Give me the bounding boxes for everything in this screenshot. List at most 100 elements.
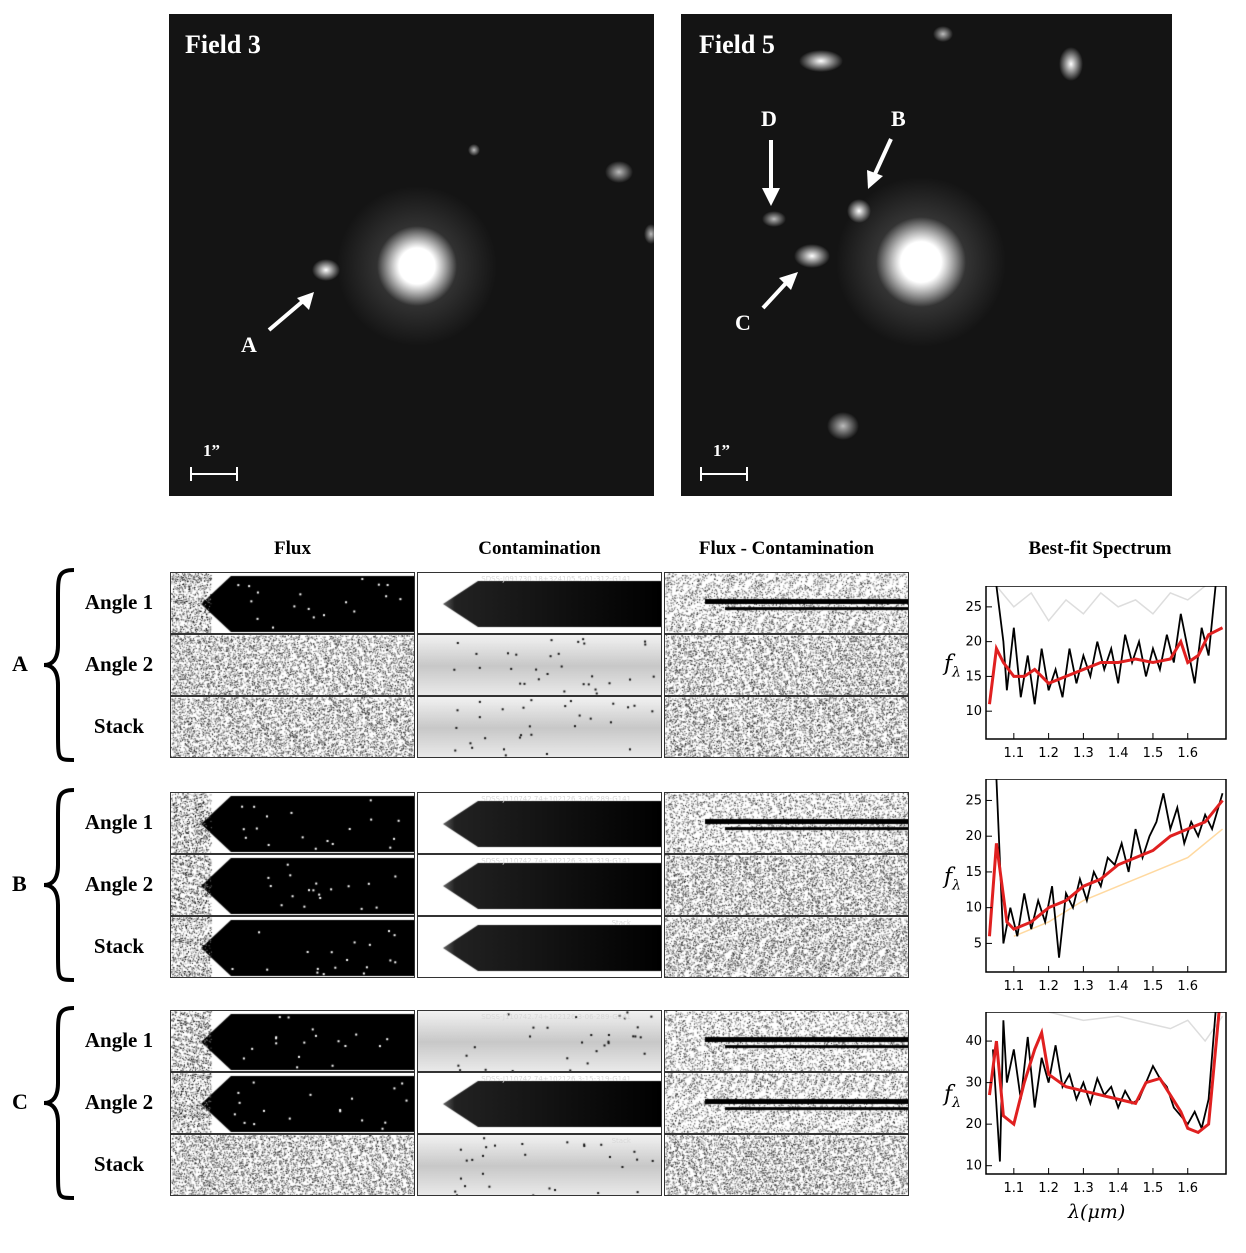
flux-strip — [170, 1010, 415, 1072]
flux-strip — [170, 916, 415, 978]
plot-frame — [985, 586, 1227, 740]
y-tick-label: 10 — [965, 1159, 982, 1174]
x-tick-label: 1.6 — [1177, 746, 1198, 761]
contamination-strip: Stack — [417, 1134, 662, 1196]
x-tick-label: 1.3 — [1073, 1181, 1094, 1196]
spectrum-plot-c: 10 20 30 40 1.1 1.2 1.3 1.4 1.5 1.6 fλ — [942, 1012, 1227, 1196]
row-label: Angle 2 — [84, 652, 154, 676]
residual-strip — [664, 1010, 909, 1072]
contamination-strip: SDSS-J091730.18+324105.5-01-312-G141 — [417, 572, 662, 634]
flux-strip — [170, 696, 415, 758]
y-axis-label: fλ — [942, 652, 961, 681]
strip-id-label: SDSS-J110742.74+102126.3-06-289-G141 — [481, 795, 631, 803]
residual-strip — [664, 1072, 909, 1134]
y-tick-label: 30 — [965, 1076, 982, 1091]
y-tick-label: 15 — [965, 669, 982, 684]
strip-id-label: SDSS-J110742.74+102126.3-15-319-G141 — [481, 1075, 631, 1083]
strip-id-label: SDSS-J110742.74+102126.3-06-289-G141 — [481, 1013, 631, 1021]
x-tick-label: 1.4 — [1108, 979, 1129, 994]
object-label-c: C — [12, 1089, 28, 1114]
series-line — [995, 779, 1224, 958]
group-brace — [43, 568, 75, 762]
y-tick-label: 40 — [965, 1034, 982, 1049]
y-tick-label: 20 — [965, 635, 982, 650]
field-3-image: Field 3 A 1” — [169, 14, 654, 496]
contamination-strip — [417, 696, 662, 758]
contamination-strip: SDSS-J110742.74+102126.3-06-289-G141 — [417, 1010, 662, 1072]
field-3-label: Field 3 — [185, 30, 261, 59]
column-header-flux-minus-contamination: Flux - Contamination — [698, 538, 875, 559]
x-tick-label: 1.6 — [1177, 1181, 1198, 1196]
x-tick-label: 1.1 — [1003, 1181, 1024, 1196]
residual-strip — [664, 854, 909, 916]
contamination-strip: SDSS-J110742.74+102126.3-15-319-G141 — [417, 1072, 662, 1134]
row-label: Stack — [93, 934, 145, 958]
row-label: Stack — [93, 714, 145, 738]
x-tick-label: 1.3 — [1073, 746, 1094, 761]
field-5-label: Field 5 — [699, 30, 775, 59]
contamination-strip: SDSS-J110742.74+102126.3-15-319-G141 — [417, 854, 662, 916]
row-label: Angle 1 — [84, 810, 154, 834]
series-line — [987, 799, 1224, 937]
x-tick-label: 1.2 — [1038, 1181, 1059, 1196]
marker-c: C — [735, 310, 751, 335]
y-tick-label: 10 — [965, 901, 982, 916]
row-label: Angle 1 — [84, 590, 154, 614]
y-tick-label: 20 — [965, 829, 982, 844]
flux-strip — [170, 792, 415, 854]
series-line — [1013, 828, 1223, 937]
row-label: Angle 1 — [84, 1028, 154, 1052]
y-axis-label: fλ — [942, 865, 961, 894]
series-line — [992, 1012, 1217, 1162]
y-tick-label: 15 — [965, 865, 982, 880]
x-tick-label: 1.5 — [1143, 979, 1164, 994]
flux-strip — [170, 1134, 415, 1196]
x-tick-label: 1.2 — [1038, 979, 1059, 994]
series-line — [987, 1012, 1221, 1135]
plot-frame — [985, 1012, 1227, 1175]
strip-id-label: SDSS-J091730.18+324105.5-01-312-G141 — [481, 575, 631, 583]
x-tick-label: 1.2 — [1038, 746, 1059, 761]
scale-bar-label: 1” — [203, 441, 220, 460]
residual-strip — [664, 696, 909, 758]
residual-strip — [664, 572, 909, 634]
residual-strip — [664, 792, 909, 854]
group-brace — [43, 788, 75, 982]
x-tick-label: 1.3 — [1073, 979, 1094, 994]
field-5-image: Field 5 D B C 1” — [681, 14, 1172, 496]
x-axis-label: λ(μm) — [1068, 1201, 1126, 1223]
group-brace — [43, 1006, 75, 1200]
marker-b: B — [891, 106, 906, 131]
y-tick-label: 25 — [965, 793, 982, 808]
plot-frame — [985, 779, 1227, 973]
spectrum-plot-b: 5 10 15 20 25 1.1 1.2 1.3 1.4 1.5 1.6 fλ — [942, 779, 1227, 994]
column-header-flux: Flux — [274, 538, 311, 559]
x-tick-label: 1.5 — [1143, 746, 1164, 761]
x-tick-label: 1.6 — [1177, 979, 1198, 994]
residual-strip — [664, 916, 909, 978]
column-header-contamination: Contamination — [478, 538, 601, 559]
contamination-strip — [417, 634, 662, 696]
residual-strip — [664, 634, 909, 696]
series-line — [1048, 1012, 1224, 1043]
flux-strip — [170, 572, 415, 634]
series-line — [995, 586, 1206, 623]
spectrum-plot-a: 10 15 20 25 1.1 1.2 1.3 1.4 1.5 1.6 fλ — [942, 586, 1227, 761]
strip-id-label: Stack — [611, 1137, 631, 1145]
contamination-strip: Stack — [417, 916, 662, 978]
flux-strip — [170, 854, 415, 916]
y-tick-label: 20 — [965, 1117, 982, 1132]
series-line — [987, 626, 1224, 705]
object-label-b: B — [12, 871, 27, 896]
x-tick-label: 1.1 — [1003, 746, 1024, 761]
residual-strip — [664, 1134, 909, 1196]
y-tick-label: 5 — [974, 936, 982, 951]
y-tick-label: 25 — [965, 600, 982, 615]
strip-id-label: SDSS-J110742.74+102126.3-15-319-G141 — [481, 857, 631, 865]
x-tick-label: 1.4 — [1108, 1181, 1129, 1196]
flux-strip — [170, 634, 415, 696]
row-label: Angle 2 — [84, 872, 154, 896]
y-axis-label: fλ — [942, 1082, 961, 1111]
x-tick-label: 1.1 — [1003, 979, 1024, 994]
flux-strip — [170, 1072, 415, 1134]
